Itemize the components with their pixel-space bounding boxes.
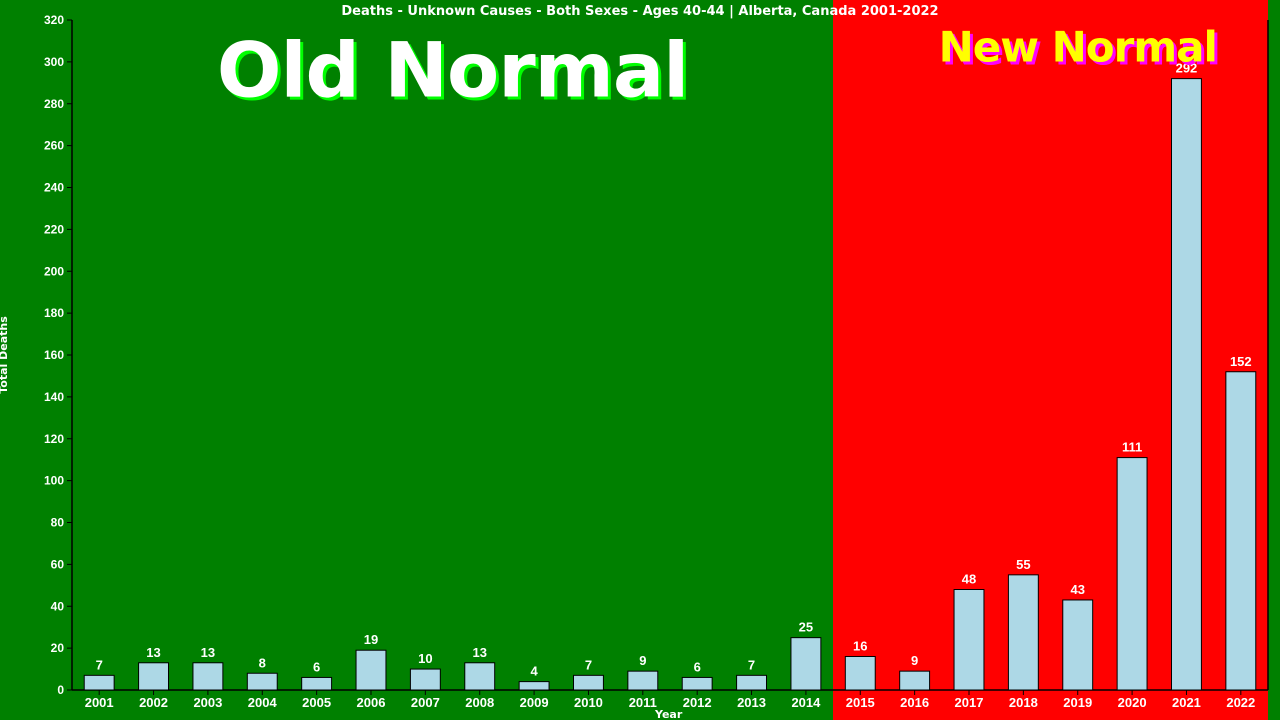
bar [845, 657, 875, 691]
x-tick-label: 2017 [955, 695, 984, 710]
bar-value-label: 111 [1122, 440, 1142, 455]
bar-value-label: 19 [364, 632, 378, 647]
bar [900, 671, 930, 690]
bar [791, 638, 821, 690]
x-tick-label: 2016 [900, 695, 929, 710]
bar-value-label: 8 [259, 655, 266, 670]
x-tick-label: 2022 [1226, 695, 1255, 710]
x-tick-label: 2019 [1063, 695, 1092, 710]
bar-value-label: 55 [1016, 557, 1030, 572]
y-tick-label: 240 [44, 181, 64, 195]
y-tick-label: 0 [57, 683, 64, 697]
bar-value-label: 9 [911, 653, 918, 668]
x-tick-label: 2014 [791, 695, 821, 710]
y-tick-label: 80 [51, 516, 65, 530]
y-tick-label: 320 [44, 13, 64, 27]
y-tick-label: 260 [44, 139, 64, 153]
bar-value-label: 16 [853, 639, 867, 654]
x-tick-label: 2008 [465, 695, 494, 710]
bar [737, 675, 767, 690]
bar-value-label: 9 [639, 653, 646, 668]
bar [682, 677, 712, 690]
bar-value-label: 6 [313, 659, 320, 674]
x-axis-label: Year [655, 708, 682, 720]
x-tick-label: 2012 [683, 695, 712, 710]
bar-value-label: 13 [201, 645, 215, 660]
bar [1172, 79, 1202, 690]
bar-value-label: 7 [585, 657, 592, 672]
y-tick-label: 160 [44, 348, 64, 362]
y-tick-label: 180 [44, 306, 64, 320]
bar [574, 675, 604, 690]
annotation-1: New Normal [939, 23, 1217, 72]
y-tick-label: 300 [44, 55, 64, 69]
x-tick-label: 2009 [520, 695, 549, 710]
y-tick-label: 60 [51, 557, 65, 571]
y-axis-label: Total Deaths [0, 316, 10, 394]
x-tick-label: 2003 [193, 695, 222, 710]
bar-value-label: 6 [694, 659, 701, 674]
x-tick-label: 2018 [1009, 695, 1038, 710]
x-tick-label: 2021 [1172, 695, 1201, 710]
bar [1226, 372, 1256, 690]
x-tick-label: 2002 [139, 695, 168, 710]
bar [410, 669, 440, 690]
bar-value-label: 13 [146, 645, 160, 660]
bar-value-label: 7 [748, 657, 755, 672]
bar [519, 682, 549, 690]
bar [139, 663, 169, 690]
bar-value-label: 13 [472, 645, 486, 660]
bar [465, 663, 495, 690]
x-tick-label: 2006 [357, 695, 386, 710]
bar-value-label: 25 [799, 620, 813, 635]
y-tick-label: 140 [44, 390, 64, 404]
bar [193, 663, 223, 690]
x-tick-label: 2005 [302, 695, 331, 710]
bar-value-label: 10 [418, 651, 432, 666]
x-tick-label: 2015 [846, 695, 875, 710]
y-tick-label: 40 [51, 599, 65, 613]
y-tick-label: 120 [44, 432, 64, 446]
bar [302, 677, 332, 690]
bar-value-label: 43 [1070, 582, 1084, 597]
x-tick-label: 2011 [629, 695, 657, 710]
y-tick-label: 220 [44, 222, 64, 236]
bar [247, 673, 277, 690]
bar [628, 671, 658, 690]
x-tick-label: 2001 [85, 695, 114, 710]
y-tick-label: 20 [51, 641, 65, 655]
y-tick-label: 280 [44, 97, 64, 111]
y-tick-label: 200 [44, 264, 64, 278]
bar-value-label: 152 [1230, 354, 1252, 369]
annotation-0: Old Normal [217, 26, 688, 115]
bar-value-label: 4 [530, 664, 538, 679]
bar [1008, 575, 1038, 690]
bar-value-label: 48 [962, 572, 976, 587]
chart-container: Deaths - Unknown Causes - Both Sexes - A… [0, 0, 1280, 720]
x-tick-label: 2010 [574, 695, 603, 710]
bar [356, 650, 386, 690]
bar [84, 675, 114, 690]
x-tick-label: 2013 [737, 695, 766, 710]
bar [1117, 458, 1147, 690]
x-tick-label: 2007 [411, 695, 440, 710]
bar [1063, 600, 1093, 690]
x-tick-label: 2004 [248, 695, 278, 710]
y-tick-label: 100 [44, 474, 64, 488]
bar-value-label: 7 [96, 657, 103, 672]
bar [954, 590, 984, 691]
x-tick-label: 2020 [1118, 695, 1147, 710]
